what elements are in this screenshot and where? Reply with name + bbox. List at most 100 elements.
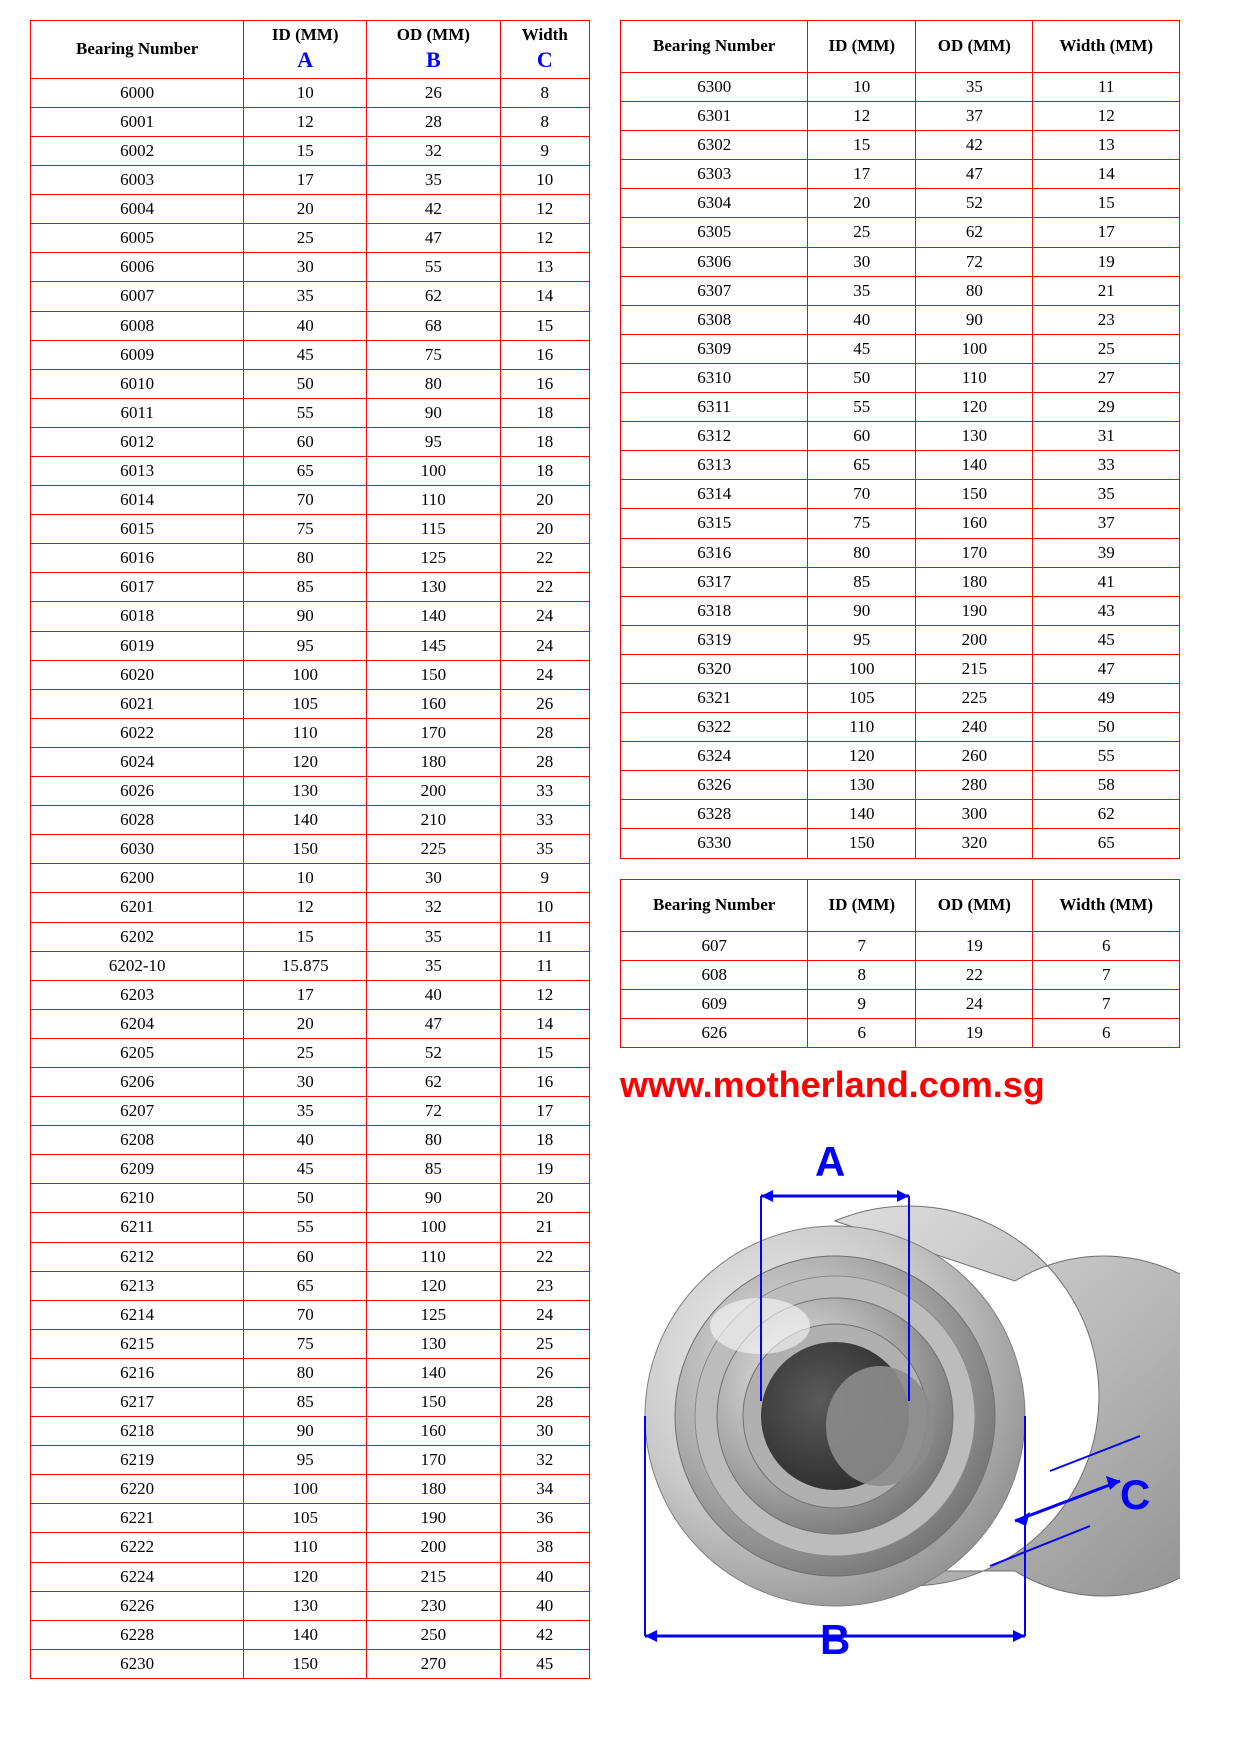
table-cell: 55 [808,393,916,422]
table-cell: 150 [244,1649,367,1678]
table-cell: 33 [1033,451,1180,480]
table-cell: 42 [500,1620,589,1649]
table-cell: 45 [1033,625,1180,654]
table-cell: 6 [1033,1018,1180,1047]
col-bearing-number: Bearing Number [621,879,808,931]
table-row: 6003173510 [31,166,590,195]
table-row: 62136512023 [31,1271,590,1300]
table-row: 62178515028 [31,1388,590,1417]
table-cell: 140 [244,806,367,835]
table-cell: 150 [367,660,501,689]
table-cell: 6300 [621,73,808,102]
table-cell: 60 [244,1242,367,1271]
table-row: 60199514524 [31,631,590,660]
dim-letter-a: A [248,47,362,73]
table-row: 6304205215 [621,189,1180,218]
table-row: 622613023040 [31,1591,590,1620]
table-cell: 150 [367,1388,501,1417]
table-row: 62126011022 [31,1242,590,1271]
table-cell: 6303 [621,160,808,189]
table-cell: 27 [1033,363,1180,392]
table-row: 632412026055 [621,742,1180,771]
table-cell: 6322 [621,713,808,742]
table-cell: 130 [367,573,501,602]
table-cell: 6200 [31,864,244,893]
table-cell: 75 [367,340,501,369]
table-cell: 21 [500,1213,589,1242]
table-cell: 6326 [621,771,808,800]
table-cell: 12 [244,893,367,922]
table-row: 6201123210 [31,893,590,922]
table-cell: 6212 [31,1242,244,1271]
table-cell: 30 [808,247,916,276]
col-label: Bearing Number [653,895,775,914]
table-cell: 12 [244,107,367,136]
table-cell: 190 [367,1504,501,1533]
table-row: 622211020038 [31,1533,590,1562]
table-cell: 125 [367,1300,501,1329]
table-cell: 24 [916,989,1033,1018]
table-cell: 25 [1033,334,1180,363]
table-cell: 6216 [31,1358,244,1387]
table-cell: 150 [244,835,367,864]
table-cell: 6213 [31,1271,244,1300]
table-cell: 6015 [31,515,244,544]
right-column: Bearing Number ID (MM) OD (MM) Width (MM… [620,20,1180,1666]
table-cell: 41 [1033,567,1180,596]
table-cell: 75 [808,509,916,538]
col-od-mm: OD (MM) [916,879,1033,931]
table-cell: 90 [367,1184,501,1213]
table-cell: 6221 [31,1504,244,1533]
table-cell: 6005 [31,224,244,253]
table-cell: 60 [244,427,367,456]
table-cell: 80 [916,276,1033,305]
table-row: 602412018028 [31,747,590,776]
table-row: 62115510021 [31,1213,590,1242]
table-cell: 6012 [31,427,244,456]
table-cell: 200 [367,1533,501,1562]
arrow-icon [761,1190,773,1202]
table-cell: 50 [1033,713,1180,742]
table-cell: 6209 [31,1155,244,1184]
table-row: 602211017028 [31,718,590,747]
table-cell: 19 [1033,247,1180,276]
table-cell: 18 [500,457,589,486]
col-bearing-number: Bearing Number [621,21,808,73]
table-cell: 49 [1033,683,1180,712]
table-row: 6205255215 [31,1038,590,1067]
table-cell: 40 [808,305,916,334]
table-cell: 55 [1033,742,1180,771]
table-row: 6266196 [621,1018,1180,1047]
table-cell: 25 [808,218,916,247]
table-cell: 80 [367,369,501,398]
table-cell: 52 [367,1038,501,1067]
table-cell: 120 [244,1562,367,1591]
table-row: 6208408018 [31,1126,590,1155]
table-cell: 145 [367,631,501,660]
table-cell: 39 [1033,538,1180,567]
table-row: 620010309 [31,864,590,893]
table-row: 622010018034 [31,1475,590,1504]
table-cell: 120 [244,747,367,776]
table-cell: 225 [916,683,1033,712]
table-cell: 6313 [621,451,808,480]
arrow-icon [1013,1630,1025,1642]
table-cell: 120 [808,742,916,771]
table-cell: 25 [244,1038,367,1067]
table-cell: 50 [244,1184,367,1213]
table-cell: 120 [916,393,1033,422]
table-header-row: Bearing Number ID (MM)A OD (MM)B WidthC [31,21,590,79]
table-cell: 6024 [31,747,244,776]
table-cell: 6013 [31,457,244,486]
table-cell: 6000 [31,78,244,107]
table-cell: 20 [500,1184,589,1213]
table-cell: 14 [500,282,589,311]
table-cell: 47 [1033,654,1180,683]
table-cell: 150 [808,829,916,858]
table-row: 632010021547 [621,654,1180,683]
table-cell: 626 [621,1018,808,1047]
col-width: Width (MM) [1033,21,1180,73]
table-cell: 80 [244,544,367,573]
table-cell: 55 [244,398,367,427]
bearing-diagram: A B C [620,1126,1180,1666]
